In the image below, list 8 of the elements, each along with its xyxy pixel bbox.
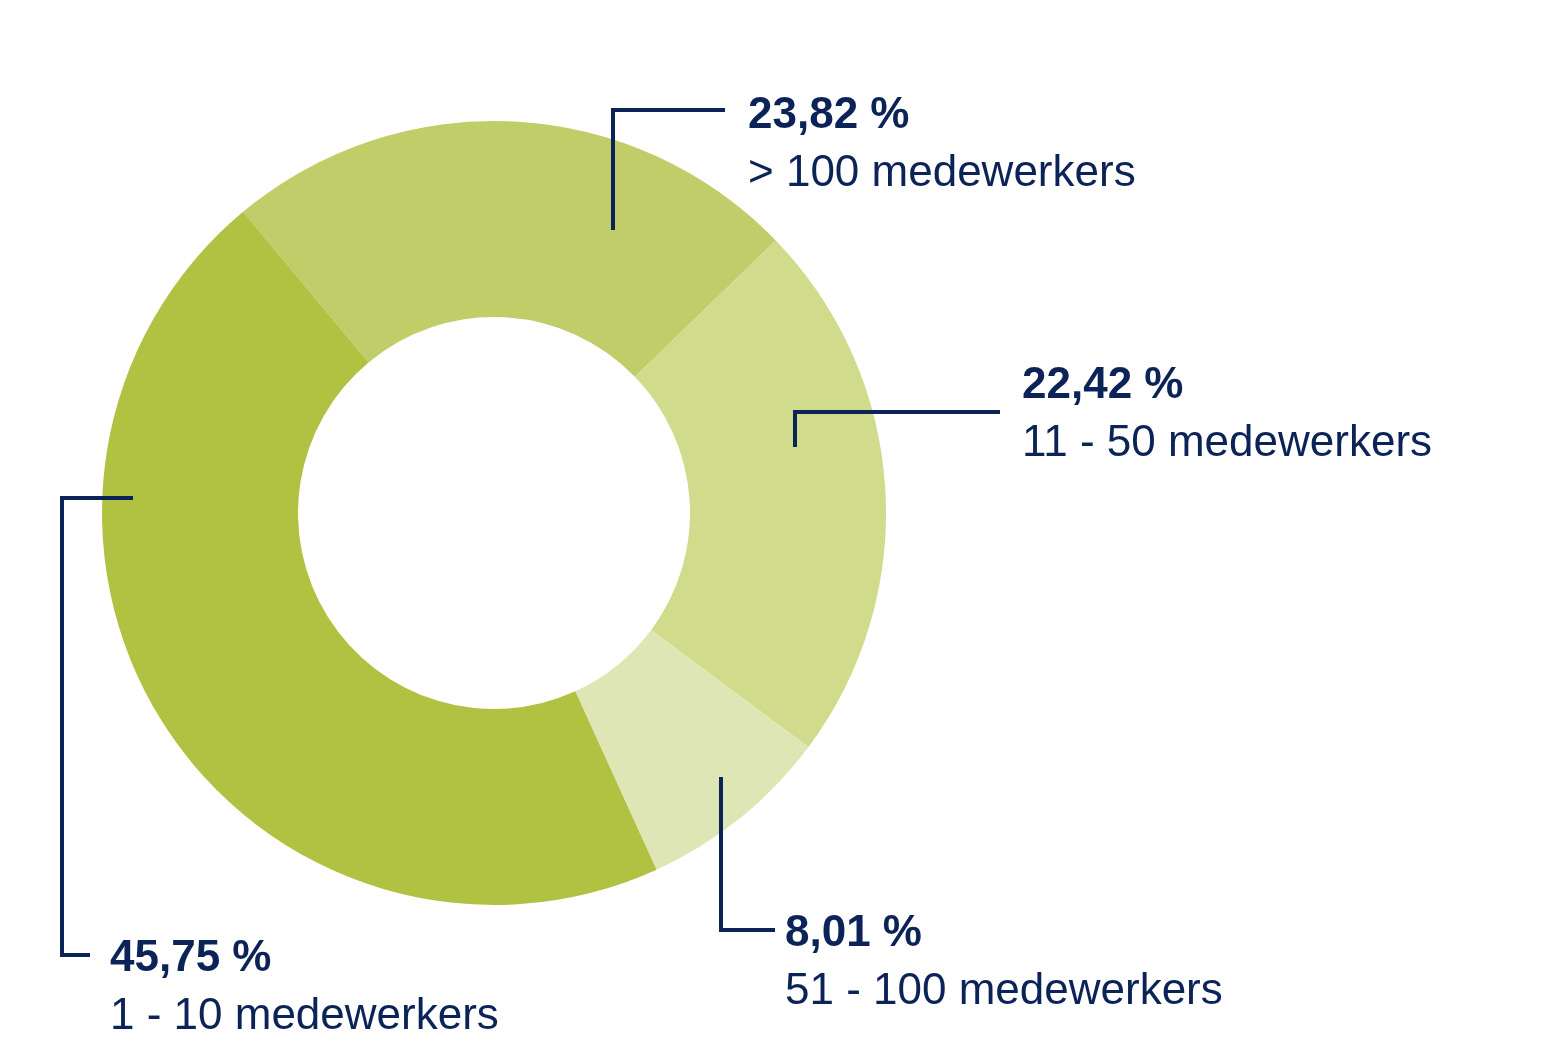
data-label: 22,42 % (1022, 358, 1184, 407)
data-label: 8,01 % (785, 906, 922, 955)
data-label: 45,75 % (110, 931, 272, 980)
slice-label: 1 - 10 medewerkers (110, 989, 499, 1038)
slice-label: > 100 medewerkers (748, 146, 1136, 195)
data-label: 23,82 % (748, 88, 910, 137)
slice-label: 11 - 50 medewerkers (1022, 416, 1433, 465)
slice-label: 51 - 100 medewerkers (785, 964, 1223, 1013)
